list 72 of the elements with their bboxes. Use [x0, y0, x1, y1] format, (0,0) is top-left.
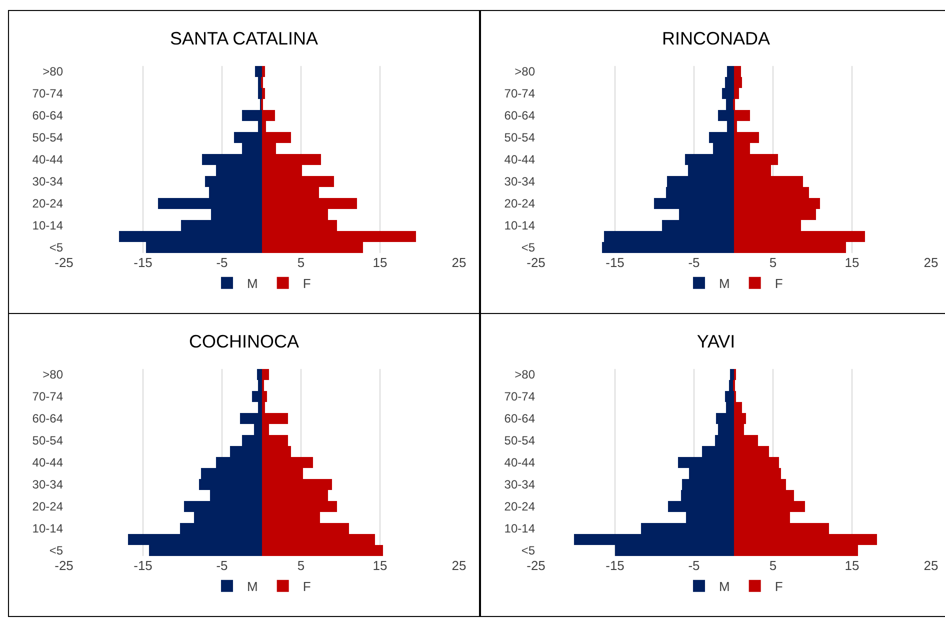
y-tick-label: 60-64 [32, 108, 64, 123]
x-tick-label: -25 [54, 558, 74, 573]
y-tick-label: 40-44 [504, 456, 536, 470]
x-tick-label: -15 [134, 255, 152, 270]
x-tick-label: -5 [216, 255, 228, 270]
y-tick-label: <5 [521, 544, 536, 558]
y-tick-label: 50-54 [504, 434, 536, 448]
y-tick-label: 30-34 [504, 478, 536, 492]
y-tick-label: 60-64 [504, 412, 536, 426]
y-tick-label: 70-74 [504, 86, 536, 101]
y-tick-label: 60-64 [504, 108, 536, 123]
y-tick-label: 30-34 [32, 174, 64, 189]
y-tick-label: >80 [42, 64, 64, 79]
legend-label: F [774, 578, 783, 594]
y-tick-label: >80 [514, 64, 536, 79]
x-tick-label: -25 [54, 255, 74, 270]
y-tick-label: 40-44 [32, 152, 64, 167]
x-tick-label: 5 [297, 255, 305, 270]
x-tick-label: 15 [844, 558, 860, 573]
x-tick-label: 5 [769, 558, 777, 573]
y-tick-label: >80 [514, 368, 536, 382]
x-tick-label: 5 [297, 558, 305, 573]
legend-label: F [774, 276, 783, 291]
y-tick-label: 50-54 [32, 434, 64, 448]
y-tick-label: <5 [521, 240, 536, 255]
y-tick-label: 10-14 [504, 218, 536, 233]
x-tick-label: -25 [526, 558, 546, 573]
y-tick-label: 40-44 [504, 152, 536, 167]
x-tick-label: 25 [452, 558, 466, 573]
x-tick-label: 5 [769, 255, 777, 270]
x-tick-label: -5 [688, 255, 700, 270]
y-tick-label: 10-14 [32, 522, 64, 536]
legend-label: M [247, 276, 258, 291]
y-tick-label: >80 [42, 368, 64, 382]
y-tick-label: 50-54 [504, 130, 536, 145]
x-tick-label: -15 [606, 255, 624, 270]
x-tick-label: 15 [372, 558, 388, 573]
y-tick-label: 30-34 [504, 174, 536, 189]
x-tick-label: 15 [372, 255, 388, 270]
legend-label: M [719, 578, 730, 594]
y-tick-label: 50-54 [32, 130, 64, 145]
y-tick-label: 70-74 [32, 86, 64, 101]
y-tick-label: 10-14 [32, 218, 64, 233]
y-tick-label: 20-24 [32, 196, 64, 211]
y-tick-label: 60-64 [32, 412, 64, 426]
x-tick-label: 25 [452, 255, 466, 270]
x-tick-label: -5 [216, 558, 228, 573]
chart-title: SANTA CATALINA [170, 28, 318, 49]
chart-title: RINCONADA [662, 28, 770, 49]
x-tick-label: 25 [924, 255, 938, 270]
y-tick-label: <5 [49, 544, 64, 558]
legend-label: F [302, 578, 311, 594]
x-tick-label: -25 [526, 255, 546, 270]
y-tick-label: 30-34 [32, 478, 64, 492]
y-tick-label: 20-24 [504, 196, 536, 211]
y-tick-label: 70-74 [32, 390, 64, 404]
y-tick-label: 70-74 [504, 390, 536, 404]
chart-title: COCHINOCA [188, 332, 300, 352]
x-tick-label: -5 [688, 558, 700, 573]
y-tick-label: <5 [49, 240, 64, 255]
y-tick-label: 10-14 [504, 522, 536, 536]
legend-label: M [719, 276, 730, 291]
x-tick-label: -15 [606, 558, 624, 573]
x-tick-label: -15 [134, 558, 152, 573]
y-tick-label: 20-24 [504, 500, 536, 514]
legend-label: F [302, 276, 311, 291]
y-tick-label: 20-24 [32, 500, 64, 514]
y-tick-label: 40-44 [32, 456, 64, 470]
legend-label: M [247, 578, 258, 594]
chart-title: YAVI [696, 332, 736, 352]
x-tick-label: 15 [844, 255, 860, 270]
x-tick-label: 25 [924, 558, 938, 573]
